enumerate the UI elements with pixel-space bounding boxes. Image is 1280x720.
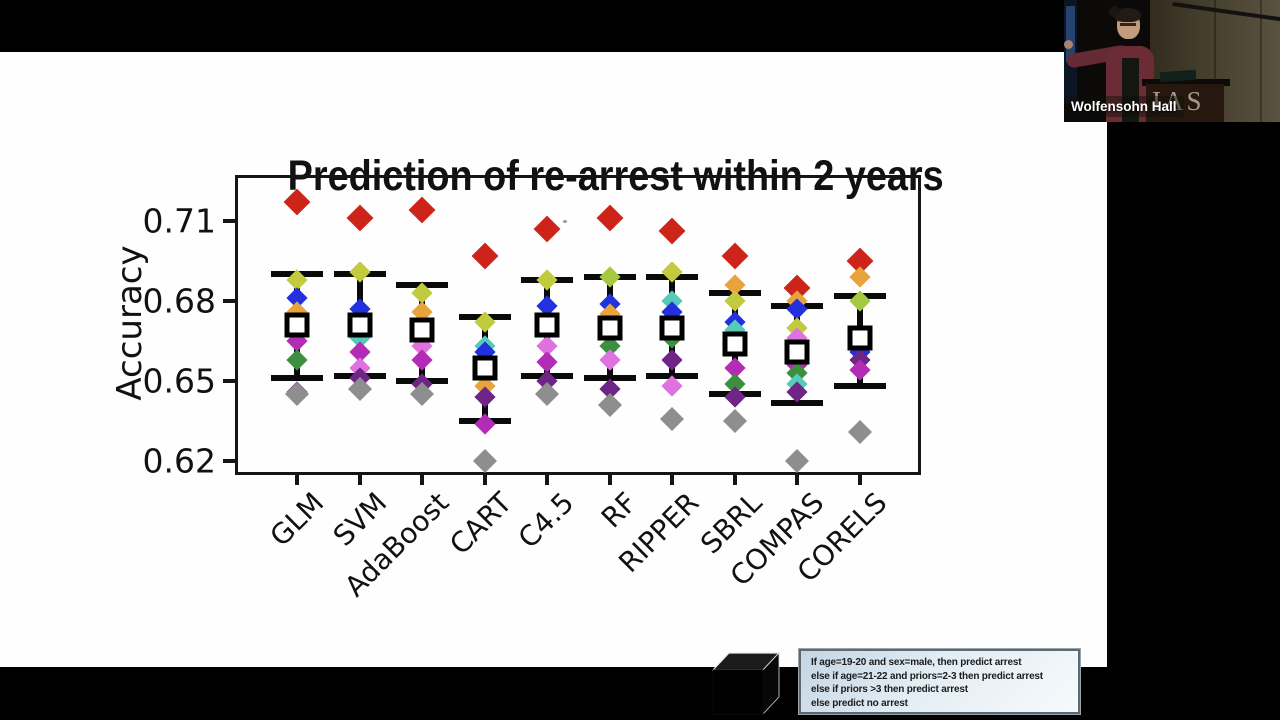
cube-icon <box>711 651 781 716</box>
plot-frame <box>235 175 921 475</box>
whisker-cap-bottom <box>771 399 823 406</box>
y-tick-mark <box>223 379 236 384</box>
x-tick-mark <box>857 475 862 485</box>
speaker-hair <box>1114 8 1141 22</box>
x-tick-mark <box>607 475 612 485</box>
podium-ias-text: IAS <box>1152 86 1205 116</box>
whisker-cap-bottom <box>583 375 636 382</box>
rule-line: else predict no arrest <box>811 697 908 709</box>
bottom-letterbox-bar <box>0 667 1280 720</box>
whisker-cap-bottom <box>646 372 698 379</box>
speaker-hair-bun <box>1109 6 1120 17</box>
y-tick-label: 0.62 <box>142 441 216 481</box>
y-tick-mark <box>223 218 236 223</box>
speaker-hand <box>1064 40 1073 49</box>
rule-line: else if priors >3 then predict arrest <box>811 684 968 695</box>
speaker-shirt <box>1122 58 1139 122</box>
webcam-overlay: IAS Wolfensohn Hall <box>1064 0 1280 122</box>
x-tick-mark <box>732 475 737 485</box>
mean-marker <box>284 312 310 338</box>
x-tick-mark <box>545 475 549 485</box>
mean-marker <box>722 331 747 357</box>
wall-seam <box>1214 0 1216 122</box>
top-letterbox-bar <box>0 0 1064 52</box>
y-tick-label: 0.65 <box>142 361 216 401</box>
mean-marker <box>409 317 435 343</box>
speaker-glasses <box>1120 23 1136 26</box>
rule-line: If age=19-20 and sex=male, then predict … <box>811 657 1022 668</box>
x-tick-mark <box>295 475 299 485</box>
slide: Prediction of re-arrest within 2 years A… <box>0 52 1107 716</box>
x-tick-mark <box>420 475 424 485</box>
rule-line: else if age=21-22 and priors=2-3 then pr… <box>811 670 1043 682</box>
right-letterbox-bar <box>1105 122 1280 720</box>
mean-marker <box>659 315 685 341</box>
mean-marker <box>597 315 622 341</box>
rule-text-box: If age=19-20 and sex=male, then predict … <box>798 648 1081 715</box>
mean-marker <box>347 312 372 338</box>
screen-glow <box>1066 6 1075 62</box>
y-tick-label: 0.68 <box>142 281 216 321</box>
stray-dot <box>563 220 567 223</box>
mean-marker <box>534 312 560 338</box>
webcam-location-label: Wolfensohn Hall <box>1064 96 1184 117</box>
y-tick-label: 0.71 <box>142 201 216 241</box>
mean-marker <box>472 355 497 381</box>
mean-marker <box>784 339 810 365</box>
mean-marker <box>847 325 872 351</box>
x-tick-mark <box>795 475 799 485</box>
wall-seam <box>1260 0 1262 122</box>
accuracy-chart: Accuracy 0.71 0.68 0.65 0.62 GLM SVM AdaBoost CA… <box>0 52 1107 667</box>
x-tick-mark <box>482 475 487 485</box>
podium-top <box>1142 79 1230 86</box>
x-tick-mark <box>357 475 362 485</box>
x-tick-mark <box>670 475 674 485</box>
y-tick-mark <box>223 298 236 303</box>
whisker-cap-bottom <box>271 375 323 382</box>
podium <box>1146 84 1224 122</box>
whisker-cap-bottom <box>833 383 886 390</box>
y-tick-mark <box>223 459 236 464</box>
